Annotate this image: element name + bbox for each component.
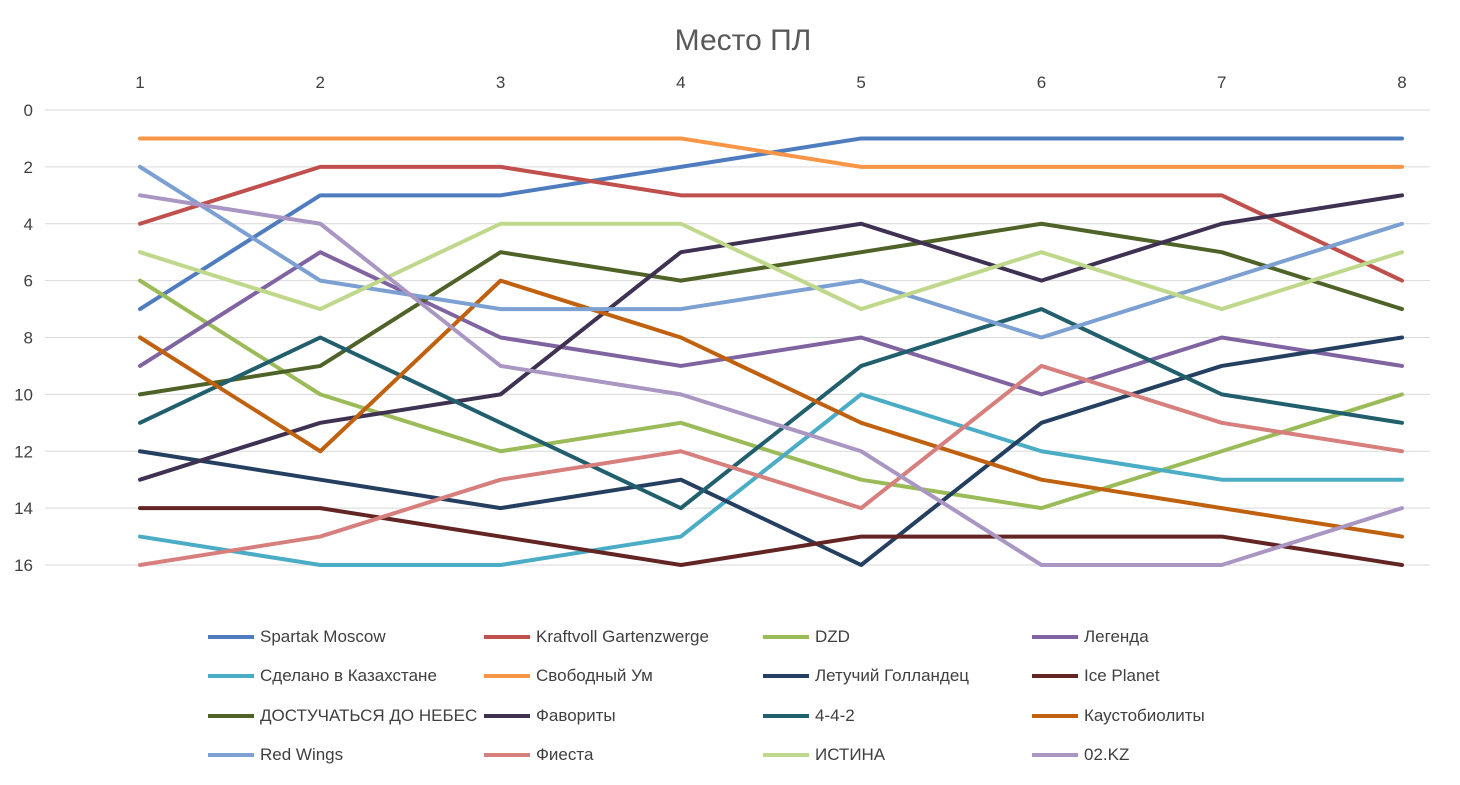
series-line: [138, 250, 1404, 397]
chart-title: Место ПЛ: [674, 24, 812, 57]
x-tick-label: 7: [1217, 73, 1226, 92]
y-tick-label: 4: [24, 215, 33, 234]
x-tick-label: 8: [1397, 73, 1406, 92]
y-tick-label: 12: [14, 442, 33, 461]
series-line: [138, 307, 1404, 511]
x-tick-label: 3: [496, 73, 505, 92]
x-axis-ticks: 1 2 3 4 5 6 7 8: [135, 73, 1406, 92]
x-tick-label: 6: [1037, 73, 1046, 92]
series-lines: [138, 136, 1404, 567]
x-tick-label: 2: [316, 73, 325, 92]
series-line: [138, 506, 1404, 567]
y-tick-label: 8: [24, 329, 33, 348]
series-line: [138, 193, 1404, 567]
series-line: [138, 278, 1404, 511]
y-tick-label: 6: [24, 272, 33, 291]
x-tick-label: 1: [135, 73, 144, 92]
series-line: [138, 392, 1404, 567]
y-tick-label: 10: [14, 385, 33, 404]
series-line: [138, 221, 1404, 312]
y-tick-label: 0: [24, 101, 33, 120]
y-tick-label: 16: [14, 556, 33, 575]
y-axis-ticks: 0 2 4 6 8 10 12 14 16: [14, 101, 33, 575]
series-line: [138, 136, 1404, 169]
series-line: [138, 164, 1404, 283]
series-line: [138, 335, 1404, 567]
series-line: [138, 164, 1404, 340]
y-tick-label: 2: [24, 158, 33, 177]
series-line: [138, 193, 1404, 482]
series-line: [138, 278, 1404, 539]
y-tick-label: 14: [14, 499, 33, 518]
series-line: [138, 363, 1404, 567]
x-tick-label: 5: [856, 73, 865, 92]
x-tick-label: 4: [676, 73, 685, 92]
